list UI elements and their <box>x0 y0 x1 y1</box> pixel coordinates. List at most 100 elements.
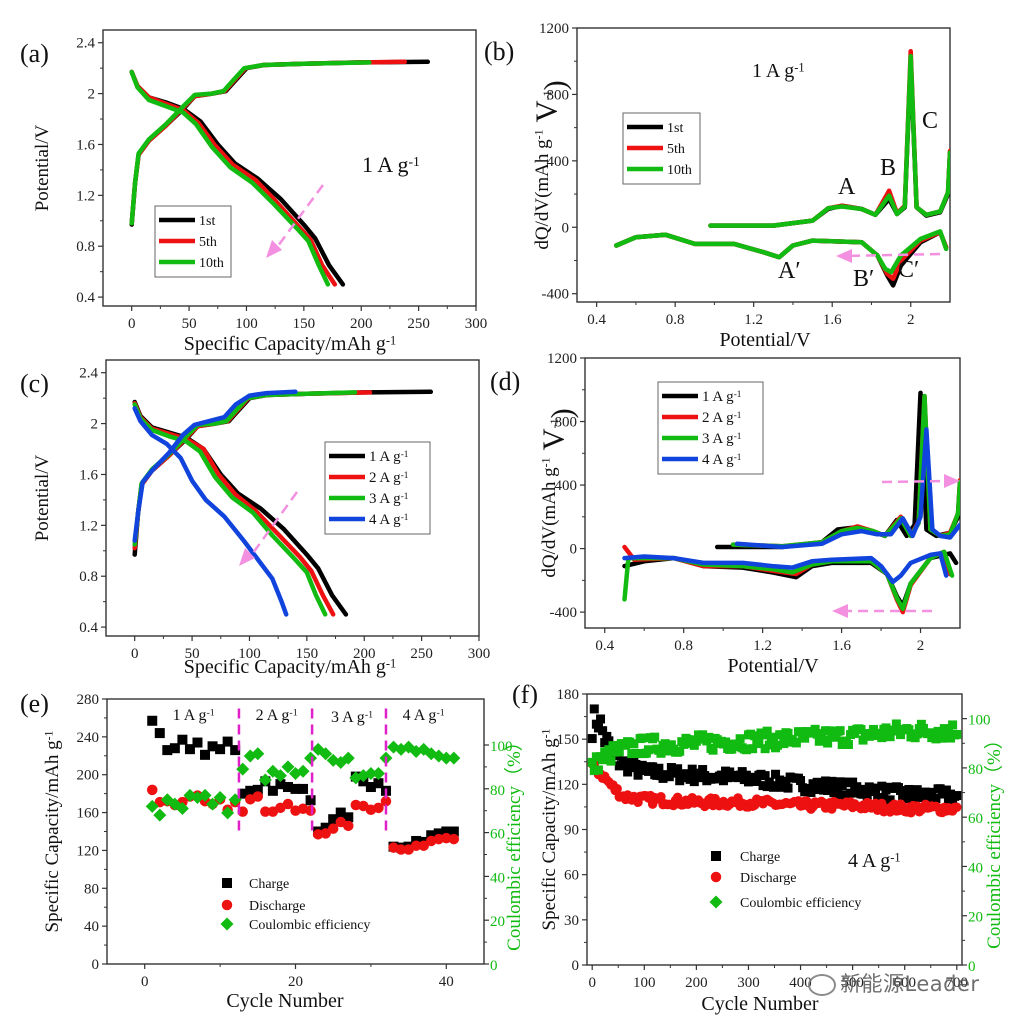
legend-label: 1 A g-1 <box>702 389 742 405</box>
data-point-charge <box>290 783 301 794</box>
y-tick-label: 2 <box>91 417 99 433</box>
data-point-charge <box>846 788 856 798</box>
peak-label: B′ <box>853 266 874 292</box>
y2-tick-label: 80 <box>490 783 505 799</box>
data-point-coulombic-efficiency <box>614 747 624 757</box>
rate-annotation: 4 A g-1 <box>848 850 901 872</box>
data-point-charge <box>643 766 653 776</box>
data-point-coulombic-efficiency <box>896 730 906 740</box>
x-tick-label: 0.8 <box>666 312 685 328</box>
y-tick-label: 60 <box>564 868 579 884</box>
y2-tick-label: 40 <box>968 860 983 876</box>
data-point-discharge <box>282 798 294 810</box>
y-tick-label: 0.8 <box>79 569 98 585</box>
data-point-charge <box>426 830 437 841</box>
y-axis-label: Specific Capacity/mAh g-1 <box>42 730 63 932</box>
data-point-coulombic-efficiency <box>935 728 945 738</box>
y-tick-label: 400 <box>547 154 570 170</box>
legend-label: Coulombic efficiency <box>249 918 370 933</box>
x-tick-label: 1.6 <box>832 638 851 654</box>
data-point-coulombic-efficiency <box>750 731 760 741</box>
data-point-charge <box>200 749 211 760</box>
y-tick-label: 120 <box>557 777 580 793</box>
data-point-coulombic-efficiency <box>281 760 295 774</box>
data-point-discharge <box>448 833 460 845</box>
data-point-coulombic-efficiency <box>791 738 801 748</box>
x-tick-label: 700 <box>946 975 969 991</box>
wechat-icon <box>808 974 836 996</box>
x-tick-label: 600 <box>893 975 916 991</box>
series-line-10th-charge <box>129 60 372 226</box>
x-tick-label: 500 <box>841 975 864 991</box>
plot-area <box>145 715 461 855</box>
legend-label: 1 A g-1 <box>369 449 409 465</box>
peak-label: A <box>838 174 856 200</box>
x-axis-label: Cycle Number <box>701 993 819 1015</box>
legend-marker <box>710 871 722 883</box>
shift-arrow <box>844 252 941 258</box>
data-point-charge <box>335 807 346 818</box>
legend-label: Discharge <box>740 871 797 886</box>
data-point-charge <box>305 795 316 806</box>
data-point-coulombic-efficiency <box>727 744 737 754</box>
y-tick-label: 0 <box>92 957 100 973</box>
data-point-coulombic-efficiency <box>243 749 257 763</box>
legend-label: 2 A g-1 <box>369 470 409 486</box>
rate-annotation: 1 A g-1 <box>362 152 420 177</box>
data-point-coulombic-efficiency <box>835 726 845 736</box>
y-tick-label: 0.4 <box>76 290 95 306</box>
data-point-coulombic-efficiency <box>721 737 731 747</box>
data-point-charge <box>900 794 910 804</box>
series-line-4-a-g-1-lower <box>622 551 949 585</box>
peak-label: C <box>922 108 938 134</box>
legend-label: Charge <box>740 850 780 865</box>
y-axis-label: Potential/V <box>32 124 53 211</box>
y-tick-label: 160 <box>77 806 100 822</box>
data-point-charge <box>587 734 597 744</box>
legend-marker <box>222 878 232 888</box>
data-point-charge <box>365 782 376 793</box>
y-tick-label: -400 <box>550 605 578 621</box>
y-tick-label: 800 <box>547 87 570 103</box>
y2-tick-label: 100 <box>968 713 991 729</box>
data-point-charge <box>589 704 599 714</box>
data-point-coulombic-efficiency <box>912 729 922 739</box>
y-tick-label: 0 <box>562 220 570 236</box>
data-point-coulombic-efficiency <box>931 734 941 744</box>
plot-frame <box>102 29 477 307</box>
data-point-coulombic-efficiency <box>587 757 597 767</box>
panel-label: (e) <box>20 689 49 718</box>
data-point-charge <box>275 779 286 790</box>
x-axis-label: Specific Capacity/mAh g-1 <box>184 333 397 355</box>
y-tick-label: 0 <box>572 958 580 974</box>
x-tick-label: 300 <box>465 316 488 332</box>
data-point-charge <box>896 786 906 796</box>
data-point-discharge <box>327 823 339 834</box>
panel-label: (b) <box>484 37 514 66</box>
data-point-charge <box>207 741 218 752</box>
data-point-discharge <box>418 840 429 851</box>
data-point-coulombic-efficiency <box>885 732 895 742</box>
x-tick-label: 200 <box>353 646 376 662</box>
x-axis-label: Specific Capacity/mAh g-1 <box>184 656 397 678</box>
y-tick-label: 200 <box>77 768 100 784</box>
data-point-coulombic-efficiency <box>877 733 887 743</box>
rate-label: 3 A g-1 <box>331 709 373 726</box>
y-tick-label: 1.6 <box>79 467 98 483</box>
data-point-coulombic-efficiency <box>881 723 891 733</box>
data-point-charge <box>833 790 843 800</box>
data-point-charge <box>320 822 331 833</box>
data-point-charge <box>862 792 872 802</box>
legend-label: 2 A g-1 <box>702 410 742 426</box>
x-tick-label: 300 <box>737 975 760 991</box>
x-tick-label: 2 <box>907 312 915 328</box>
legend-label: 4 A g-1 <box>702 452 742 468</box>
data-point-charge <box>827 776 837 786</box>
data-point-charge <box>879 793 889 803</box>
data-point-charge <box>698 765 708 775</box>
data-point-coulombic-efficiency <box>447 751 461 765</box>
x-tick-label: 1.2 <box>744 312 763 328</box>
data-point-coulombic-efficiency <box>175 802 189 816</box>
y-tick-label: 120 <box>77 843 100 859</box>
